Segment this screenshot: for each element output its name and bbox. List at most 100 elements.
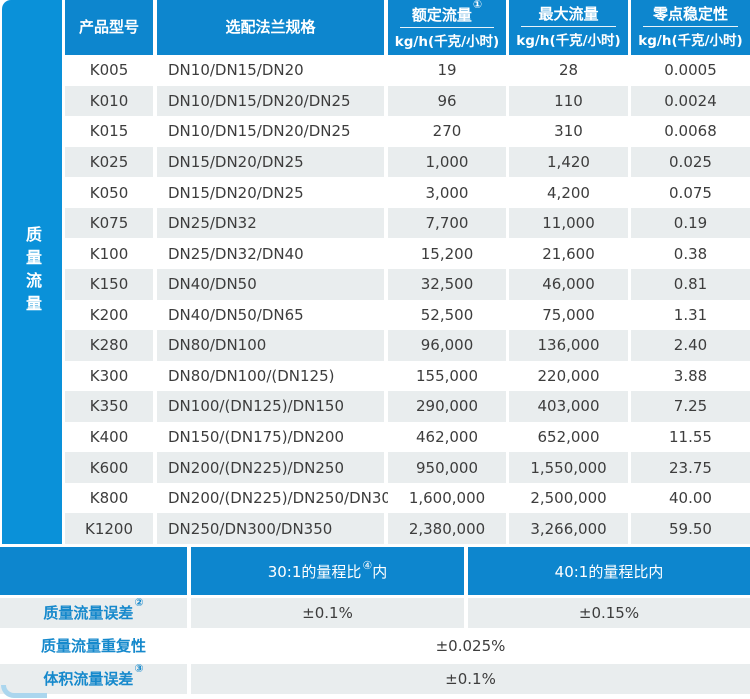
table-row: K005 DN10/DN15/DN20 19 28 0.0005 — [65, 55, 750, 86]
max-flow-cell: 220,000 — [509, 360, 628, 392]
flange-cell: DN15/DN20/DN25 — [157, 177, 384, 208]
table-row: K800 DN200/(DN225)/DN250/DN300 1,600,000 2,… — [65, 482, 750, 514]
model-cell: K050 — [65, 177, 153, 208]
spec-table: 产品型号 选配法兰规格 额定流量① kg/h(千克/小时) 最大流量 kg/h(千克/小时… — [65, 0, 750, 544]
table-header-row: 产品型号 选配法兰规格 额定流量① kg/h(千克/小时) 最大流量 kg/h(千克/小时… — [65, 0, 750, 55]
accuracy-row-label-text: 质量流量重复性 — [40, 637, 146, 656]
superscript-note-marker: ① — [472, 0, 483, 11]
flange-cell: DN200/(DN225)/DN250 — [157, 452, 384, 483]
superscript-note-marker: ② — [134, 596, 144, 610]
rated-flow-cell: 96,000 — [388, 330, 506, 361]
header-unit: kg/h(千克/小时) — [394, 34, 500, 51]
turndown-40to1-header: 40:1的量程比内 — [468, 547, 750, 595]
accuracy-row-label-text: 质量流量误差② — [43, 596, 144, 623]
header-title: 产品型号 — [78, 17, 139, 36]
zero-stability-cell: 40.00 — [631, 482, 750, 514]
zero-stability-cell: 59.50 — [631, 513, 750, 544]
model-cell: K800 — [65, 482, 153, 514]
max-flow-cell: 1,550,000 — [509, 452, 628, 483]
max-flow-cell: 1,420 — [509, 146, 628, 178]
header-title: 选配法兰规格 — [225, 17, 316, 36]
flange-cell: DN40/DN50/DN65 — [157, 299, 384, 331]
accuracy-value-merged: ±0.025% — [191, 630, 750, 661]
table-row: K600 DN200/(DN225)/DN250 950,000 1,550,000 2… — [65, 452, 750, 483]
max-flow-cell: 11,000 — [509, 207, 628, 239]
band-spacer-cell — [0, 547, 187, 595]
table-body: K005 DN10/DN15/DN20 19 28 0.0005 K010 DN10/DN1… — [65, 55, 750, 544]
rated-flow-cell: 52,500 — [388, 299, 506, 331]
zero-stability-cell: 0.0005 — [631, 55, 750, 86]
flange-cell: DN25/DN32 — [157, 207, 384, 239]
accuracy-rows: 质量流量误差② ±0.1% ±0.15% 质量流量重复性 ±0.025% 体积流量误差③ ±… — [0, 596, 750, 694]
model-cell: K200 — [65, 299, 153, 331]
max-flow-cell: 75,000 — [509, 299, 628, 331]
max-flow-cell: 3,266,000 — [509, 513, 628, 544]
zero-stability-cell: 0.075 — [631, 177, 750, 208]
accuracy-row-label: 质量流量误差② — [0, 596, 187, 628]
max-flow-cell: 652,000 — [509, 421, 628, 453]
zero-stability-cell: 0.38 — [631, 238, 750, 269]
rated-flow-cell: 1,600,000 — [388, 482, 506, 514]
zero-stability-cell: 7.25 — [631, 391, 750, 422]
model-cell: K600 — [65, 452, 153, 483]
zero-stability-cell: 0.0068 — [631, 116, 750, 147]
rated-flow-cell: 7,700 — [388, 207, 506, 239]
table-row: K1200 DN250/DN300/DN350 2,380,000 3,266,000… — [65, 513, 750, 544]
max-flow-cell: 21,600 — [509, 238, 628, 269]
accuracy-value-merged: ±0.1% — [191, 663, 750, 694]
max-flow-cell: 4,200 — [509, 177, 628, 208]
accuracy-row-label: 体积流量误差③ — [0, 662, 187, 694]
rated-flow-cell: 2,380,000 — [388, 513, 506, 544]
accuracy-section: 30:1的量程比 ④ 内 40:1的量程比内 质量流量误差② ±0.1% ±0.15% 质量… — [0, 547, 750, 694]
table-row: K200 DN40/DN50/DN65 52,500 75,000 1.31 — [65, 299, 750, 331]
header-model: 产品型号 — [65, 0, 153, 55]
zero-stability-cell: 23.75 — [631, 452, 750, 483]
flange-cell: DN10/DN15/DN20 — [157, 55, 384, 86]
model-cell: K280 — [65, 330, 153, 361]
rated-flow-cell: 15,200 — [388, 238, 506, 269]
flange-cell: DN40/DN50 — [157, 268, 384, 300]
model-cell: K1200 — [65, 513, 153, 544]
flange-cell: DN25/DN32/DN40 — [157, 238, 384, 269]
model-cell: K075 — [65, 207, 153, 239]
model-cell: K015 — [65, 116, 153, 147]
header-max-flow: 最大流量 kg/h(千克/小时) — [509, 0, 628, 55]
max-flow-cell: 310 — [509, 116, 628, 147]
rated-flow-cell: 950,000 — [388, 452, 506, 483]
table-row: K400 DN150/(DN175)/DN200 462,000 652,000 11.… — [65, 421, 750, 453]
table-row: K075 DN25/DN32 7,700 11,000 0.19 — [65, 207, 750, 239]
header-rated-flow: 额定流量① kg/h(千克/小时) — [388, 0, 506, 55]
rated-flow-cell: 32,500 — [388, 268, 506, 300]
rated-flow-cell: 1,000 — [388, 146, 506, 178]
zero-stability-cell: 0.0024 — [631, 85, 750, 117]
flange-cell: DN100/(DN125)/DN150 — [157, 391, 384, 422]
zero-stability-cell: 0.025 — [631, 146, 750, 178]
model-cell: K150 — [65, 268, 153, 300]
flange-cell: DN15/DN20/DN25 — [157, 146, 384, 178]
model-cell: K100 — [65, 238, 153, 269]
card-corner-decoration — [1, 685, 47, 698]
header-title: 最大流量 — [538, 4, 599, 23]
model-cell: K400 — [65, 421, 153, 453]
max-flow-cell: 403,000 — [509, 391, 628, 422]
max-flow-cell: 110 — [509, 85, 628, 117]
model-cell: K350 — [65, 391, 153, 422]
rated-flow-cell: 462,000 — [388, 421, 506, 453]
zero-stability-cell: 1.31 — [631, 299, 750, 331]
model-cell: K010 — [65, 85, 153, 117]
table-row: K280 DN80/DN100 96,000 136,000 2.40 — [65, 330, 750, 361]
header-unit: kg/h(千克/小时) — [516, 33, 621, 50]
header-divider-line — [399, 27, 495, 29]
zero-stability-cell: 3.88 — [631, 360, 750, 392]
header-title: 零点稳定性 — [652, 4, 728, 23]
rated-flow-cell: 19 — [388, 55, 506, 86]
category-label: 质量流量 — [23, 226, 42, 318]
rated-flow-cell: 96 — [388, 85, 506, 117]
zero-stability-cell: 0.19 — [631, 207, 750, 239]
accuracy-row: 体积流量误差③ ±0.1% — [0, 662, 750, 694]
rated-flow-cell: 290,000 — [388, 391, 506, 422]
table-row: K300 DN80/DN100/(DN125) 155,000 220,000 3.88 — [65, 360, 750, 392]
flange-cell: DN80/DN100/(DN125) — [157, 360, 384, 392]
superscript-note-marker: ③ — [134, 662, 144, 676]
max-flow-cell: 28 — [509, 55, 628, 86]
